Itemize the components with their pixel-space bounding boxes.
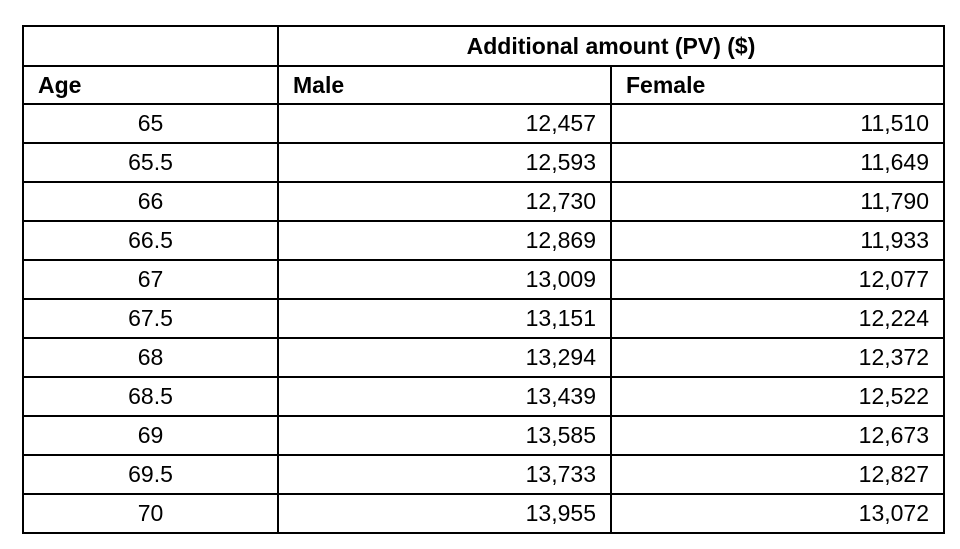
age-cell: 67.5 bbox=[22, 298, 279, 339]
group-header: Additional amount (PV) ($) bbox=[276, 25, 946, 67]
male-value-cell: 12,869 bbox=[277, 220, 612, 261]
age-cell: 67 bbox=[22, 259, 279, 300]
age-cell: 66.5 bbox=[22, 220, 279, 261]
female-value-cell: 11,933 bbox=[609, 220, 946, 261]
age-cell: 65.5 bbox=[22, 142, 279, 183]
column-header-row: Age Male Female bbox=[22, 65, 946, 105]
column-header-male: Male bbox=[277, 65, 612, 105]
age-cell: 66 bbox=[22, 181, 279, 222]
female-value-cell: 11,790 bbox=[609, 181, 946, 222]
age-cell: 68 bbox=[22, 337, 279, 378]
table-row: 65.5 12,593 11,649 bbox=[22, 142, 946, 183]
female-value-cell: 11,649 bbox=[609, 142, 946, 183]
table-row: 65 12,457 11,510 bbox=[22, 103, 946, 144]
age-cell: 70 bbox=[22, 493, 279, 534]
male-value-cell: 12,593 bbox=[277, 142, 612, 183]
table-row: 68 13,294 12,372 bbox=[22, 337, 946, 378]
table-row: 68.5 13,439 12,522 bbox=[22, 376, 946, 417]
female-value-cell: 12,673 bbox=[609, 415, 946, 456]
table-row: 69.5 13,733 12,827 bbox=[22, 454, 946, 495]
female-value-cell: 11,510 bbox=[609, 103, 946, 144]
group-header-row: Additional amount (PV) ($) bbox=[22, 25, 946, 67]
table-row: 66 12,730 11,790 bbox=[22, 181, 946, 222]
female-value-cell: 12,077 bbox=[609, 259, 946, 300]
male-value-cell: 13,955 bbox=[277, 493, 612, 534]
male-value-cell: 13,151 bbox=[277, 298, 612, 339]
male-value-cell: 13,439 bbox=[277, 376, 612, 417]
male-value-cell: 13,294 bbox=[277, 337, 612, 378]
table-row: 67.5 13,151 12,224 bbox=[22, 298, 946, 339]
age-cell: 69.5 bbox=[22, 454, 279, 495]
table-row: 67 13,009 12,077 bbox=[22, 259, 946, 300]
male-value-cell: 12,730 bbox=[277, 181, 612, 222]
age-cell: 65 bbox=[22, 103, 279, 144]
female-value-cell: 12,522 bbox=[609, 376, 946, 417]
table-body: 65 12,457 11,510 65.5 12,593 11,649 66 12,730 11… bbox=[22, 103, 946, 534]
table-row: 66.5 12,869 11,933 bbox=[22, 220, 946, 261]
empty-header-cell bbox=[22, 25, 279, 67]
column-header-female: Female bbox=[609, 65, 946, 105]
male-value-cell: 13,733 bbox=[277, 454, 612, 495]
age-cell: 68.5 bbox=[22, 376, 279, 417]
male-value-cell: 13,585 bbox=[277, 415, 612, 456]
age-cell: 69 bbox=[22, 415, 279, 456]
male-value-cell: 12,457 bbox=[277, 103, 612, 144]
additional-amount-table: Additional amount (PV) ($) Age Male Fema… bbox=[22, 25, 946, 534]
table-row: 69 13,585 12,673 bbox=[22, 415, 946, 456]
female-value-cell: 12,224 bbox=[609, 298, 946, 339]
column-header-age: Age bbox=[22, 65, 279, 105]
female-value-cell: 12,827 bbox=[609, 454, 946, 495]
table-row: 70 13,955 13,072 bbox=[22, 493, 946, 534]
female-value-cell: 12,372 bbox=[609, 337, 946, 378]
female-value-cell: 13,072 bbox=[609, 493, 946, 534]
male-value-cell: 13,009 bbox=[277, 259, 612, 300]
